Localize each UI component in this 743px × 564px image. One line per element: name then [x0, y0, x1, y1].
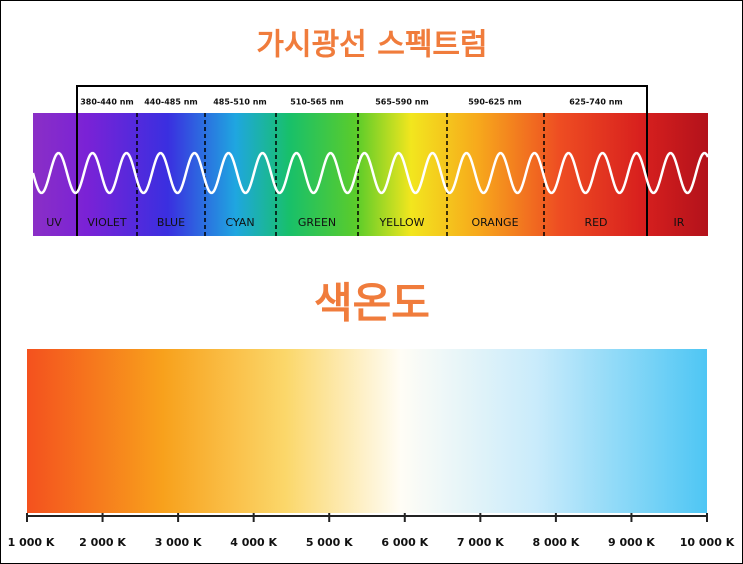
tick-label: 2 000 K	[79, 536, 126, 549]
wave	[31, 151, 710, 195]
tick-label: 1 000 K	[8, 536, 55, 549]
range-label: 590-625 nm	[468, 98, 522, 107]
band-label: GREEN	[298, 216, 336, 229]
range-label: 625-740 nm	[569, 98, 623, 107]
spectrum-title: 가시광선 스펙트럼	[256, 28, 487, 63]
tick-label: 5 000 K	[306, 536, 353, 549]
range-label: 440-485 nm	[144, 98, 198, 107]
band-label: RED	[584, 216, 607, 229]
range-label: 510-565 nm	[290, 98, 344, 107]
band-label: VIOLET	[87, 216, 127, 229]
band-label: ORANGE	[471, 216, 518, 229]
band-label: UV	[46, 216, 62, 229]
range-label: 380-440 nm	[80, 98, 134, 107]
range-label: 565-590 nm	[375, 98, 429, 107]
band-label: CYAN	[225, 216, 254, 229]
tick-label: 9 000 K	[608, 536, 655, 549]
spectrum-band	[33, 113, 708, 236]
band-label: BLUE	[157, 216, 185, 229]
band-label: IR	[674, 216, 685, 229]
tick-label: 3 000 K	[155, 536, 202, 549]
tick-label: 10 000 K	[680, 536, 735, 549]
tick-label: 8 000 K	[532, 536, 579, 549]
tick-label: 4 000 K	[230, 536, 277, 549]
tick-label: 7 000 K	[457, 536, 504, 549]
range-label: 485-510 nm	[213, 98, 267, 107]
tick-label: 6 000 K	[381, 536, 428, 549]
color-temp-title: 색온도	[314, 279, 430, 328]
color-temp-band	[27, 349, 707, 513]
band-label: YELLOW	[378, 216, 424, 229]
